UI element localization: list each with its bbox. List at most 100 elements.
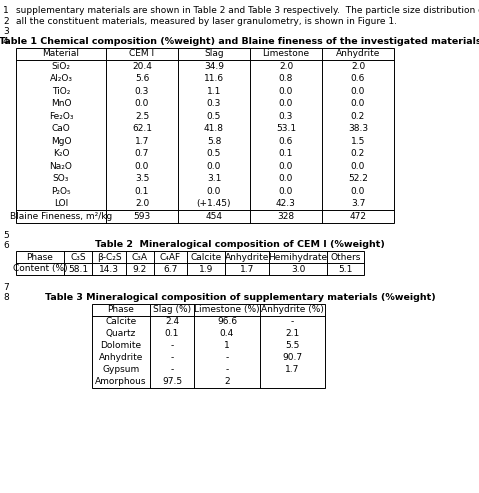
Text: 0.8: 0.8 (279, 74, 293, 83)
Text: 0.4: 0.4 (220, 329, 234, 338)
Text: 0.5: 0.5 (207, 112, 221, 121)
Text: 4: 4 (3, 37, 9, 46)
Text: Anhydrite (%): Anhydrite (%) (261, 305, 324, 314)
Text: Calcite: Calcite (190, 252, 222, 261)
Text: 2.0: 2.0 (351, 62, 365, 71)
Text: 58.1: 58.1 (68, 265, 88, 274)
Text: 0.5: 0.5 (207, 149, 221, 158)
Text: all the constituent materials, measured by laser granulometry, is shown in Figur: all the constituent materials, measured … (16, 16, 397, 26)
Text: 0.0: 0.0 (279, 162, 293, 171)
Text: 0.0: 0.0 (351, 99, 365, 108)
Text: 3.7: 3.7 (351, 199, 365, 208)
Text: 1.7: 1.7 (135, 137, 149, 146)
Text: C₄AF: C₄AF (160, 252, 181, 261)
Text: Table 2  Mineralogical composition of CEM I (%weight): Table 2 Mineralogical composition of CEM… (95, 240, 385, 249)
Text: 3.0: 3.0 (291, 265, 305, 274)
Text: 20.4: 20.4 (132, 62, 152, 71)
Text: Slag (%): Slag (%) (153, 305, 191, 314)
Text: 34.9: 34.9 (204, 62, 224, 71)
Text: Anhydrite: Anhydrite (336, 49, 380, 58)
Text: 2.0: 2.0 (279, 62, 293, 71)
Text: 7: 7 (3, 283, 9, 292)
Text: 2.5: 2.5 (135, 112, 149, 121)
Text: Dolomite: Dolomite (101, 341, 142, 350)
Text: SiO₂: SiO₂ (52, 62, 70, 71)
Text: 1: 1 (224, 341, 230, 350)
Text: 5.1: 5.1 (338, 265, 353, 274)
Text: Amorphous: Amorphous (95, 377, 147, 386)
Text: 14.3: 14.3 (99, 265, 119, 274)
Text: 0.0: 0.0 (207, 187, 221, 196)
Text: Phase: Phase (108, 305, 135, 314)
Text: 0.2: 0.2 (351, 112, 365, 121)
Text: CEM I: CEM I (129, 49, 155, 58)
Text: 0.3: 0.3 (207, 99, 221, 108)
Text: 5.8: 5.8 (207, 137, 221, 146)
Text: 96.6: 96.6 (217, 317, 237, 326)
Text: 1.7: 1.7 (285, 365, 300, 374)
Text: Fe₂O₃: Fe₂O₃ (49, 112, 73, 121)
Text: 3: 3 (3, 27, 9, 36)
Text: 0.0: 0.0 (351, 87, 365, 96)
Text: 0.3: 0.3 (135, 87, 149, 96)
Text: 454: 454 (205, 212, 223, 221)
Text: 0.2: 0.2 (351, 149, 365, 158)
Text: Al₂O₃: Al₂O₃ (49, 74, 72, 83)
Bar (16, 47, 394, 222)
Text: 41.8: 41.8 (204, 124, 224, 133)
Text: 5: 5 (3, 231, 9, 240)
Text: 472: 472 (350, 212, 366, 221)
Text: 0.0: 0.0 (279, 99, 293, 108)
Text: SO₃: SO₃ (53, 174, 69, 183)
Text: 2.0: 2.0 (135, 199, 149, 208)
Text: 0.1: 0.1 (279, 149, 293, 158)
Text: CaO: CaO (52, 124, 70, 133)
Text: 0.6: 0.6 (351, 74, 365, 83)
Text: 1.9: 1.9 (199, 265, 213, 274)
Text: 1: 1 (3, 6, 9, 15)
Text: 2: 2 (224, 377, 230, 386)
Text: -: - (226, 365, 228, 374)
Text: 2: 2 (3, 16, 9, 26)
Text: 0.0: 0.0 (351, 162, 365, 171)
Text: 11.6: 11.6 (204, 74, 224, 83)
Text: 90.7: 90.7 (283, 353, 303, 362)
Text: Material: Material (43, 49, 80, 58)
Text: 2.4: 2.4 (165, 317, 179, 326)
Text: 52.2: 52.2 (348, 174, 368, 183)
Text: 62.1: 62.1 (132, 124, 152, 133)
Text: 8: 8 (3, 293, 9, 303)
Text: Anhydrite: Anhydrite (225, 252, 269, 261)
Text: P₂O₅: P₂O₅ (51, 187, 71, 196)
Text: 6.7: 6.7 (163, 265, 178, 274)
Text: 5.5: 5.5 (285, 341, 300, 350)
Text: 3.5: 3.5 (135, 174, 149, 183)
Text: 1.7: 1.7 (240, 265, 254, 274)
Text: Anhydrite: Anhydrite (99, 353, 143, 362)
Text: 38.3: 38.3 (348, 124, 368, 133)
Text: 9.2: 9.2 (133, 265, 147, 274)
Text: 0.7: 0.7 (135, 149, 149, 158)
Text: Others: Others (331, 252, 361, 261)
Text: MnO: MnO (51, 99, 71, 108)
Text: TiO₂: TiO₂ (52, 87, 70, 96)
Text: Quartz: Quartz (106, 329, 136, 338)
Text: -: - (171, 365, 173, 374)
Text: Na₂O: Na₂O (49, 162, 72, 171)
Text: 5.6: 5.6 (135, 74, 149, 83)
Text: β-C₂S: β-C₂S (97, 252, 121, 261)
Text: Blaine Fineness, m²/kg: Blaine Fineness, m²/kg (10, 212, 112, 221)
Bar (92, 304, 325, 387)
Text: 328: 328 (277, 212, 295, 221)
Text: MgO: MgO (51, 137, 71, 146)
Text: -: - (171, 341, 173, 350)
Text: C₃S: C₃S (70, 252, 86, 261)
Text: C₃A: C₃A (132, 252, 148, 261)
Text: Calcite: Calcite (105, 317, 137, 326)
Text: 0.0: 0.0 (279, 174, 293, 183)
Text: Hemihydrate: Hemihydrate (268, 252, 328, 261)
Text: 0.1: 0.1 (135, 187, 149, 196)
Text: 0.3: 0.3 (279, 112, 293, 121)
Text: 0.0: 0.0 (135, 99, 149, 108)
Text: 0.6: 0.6 (279, 137, 293, 146)
